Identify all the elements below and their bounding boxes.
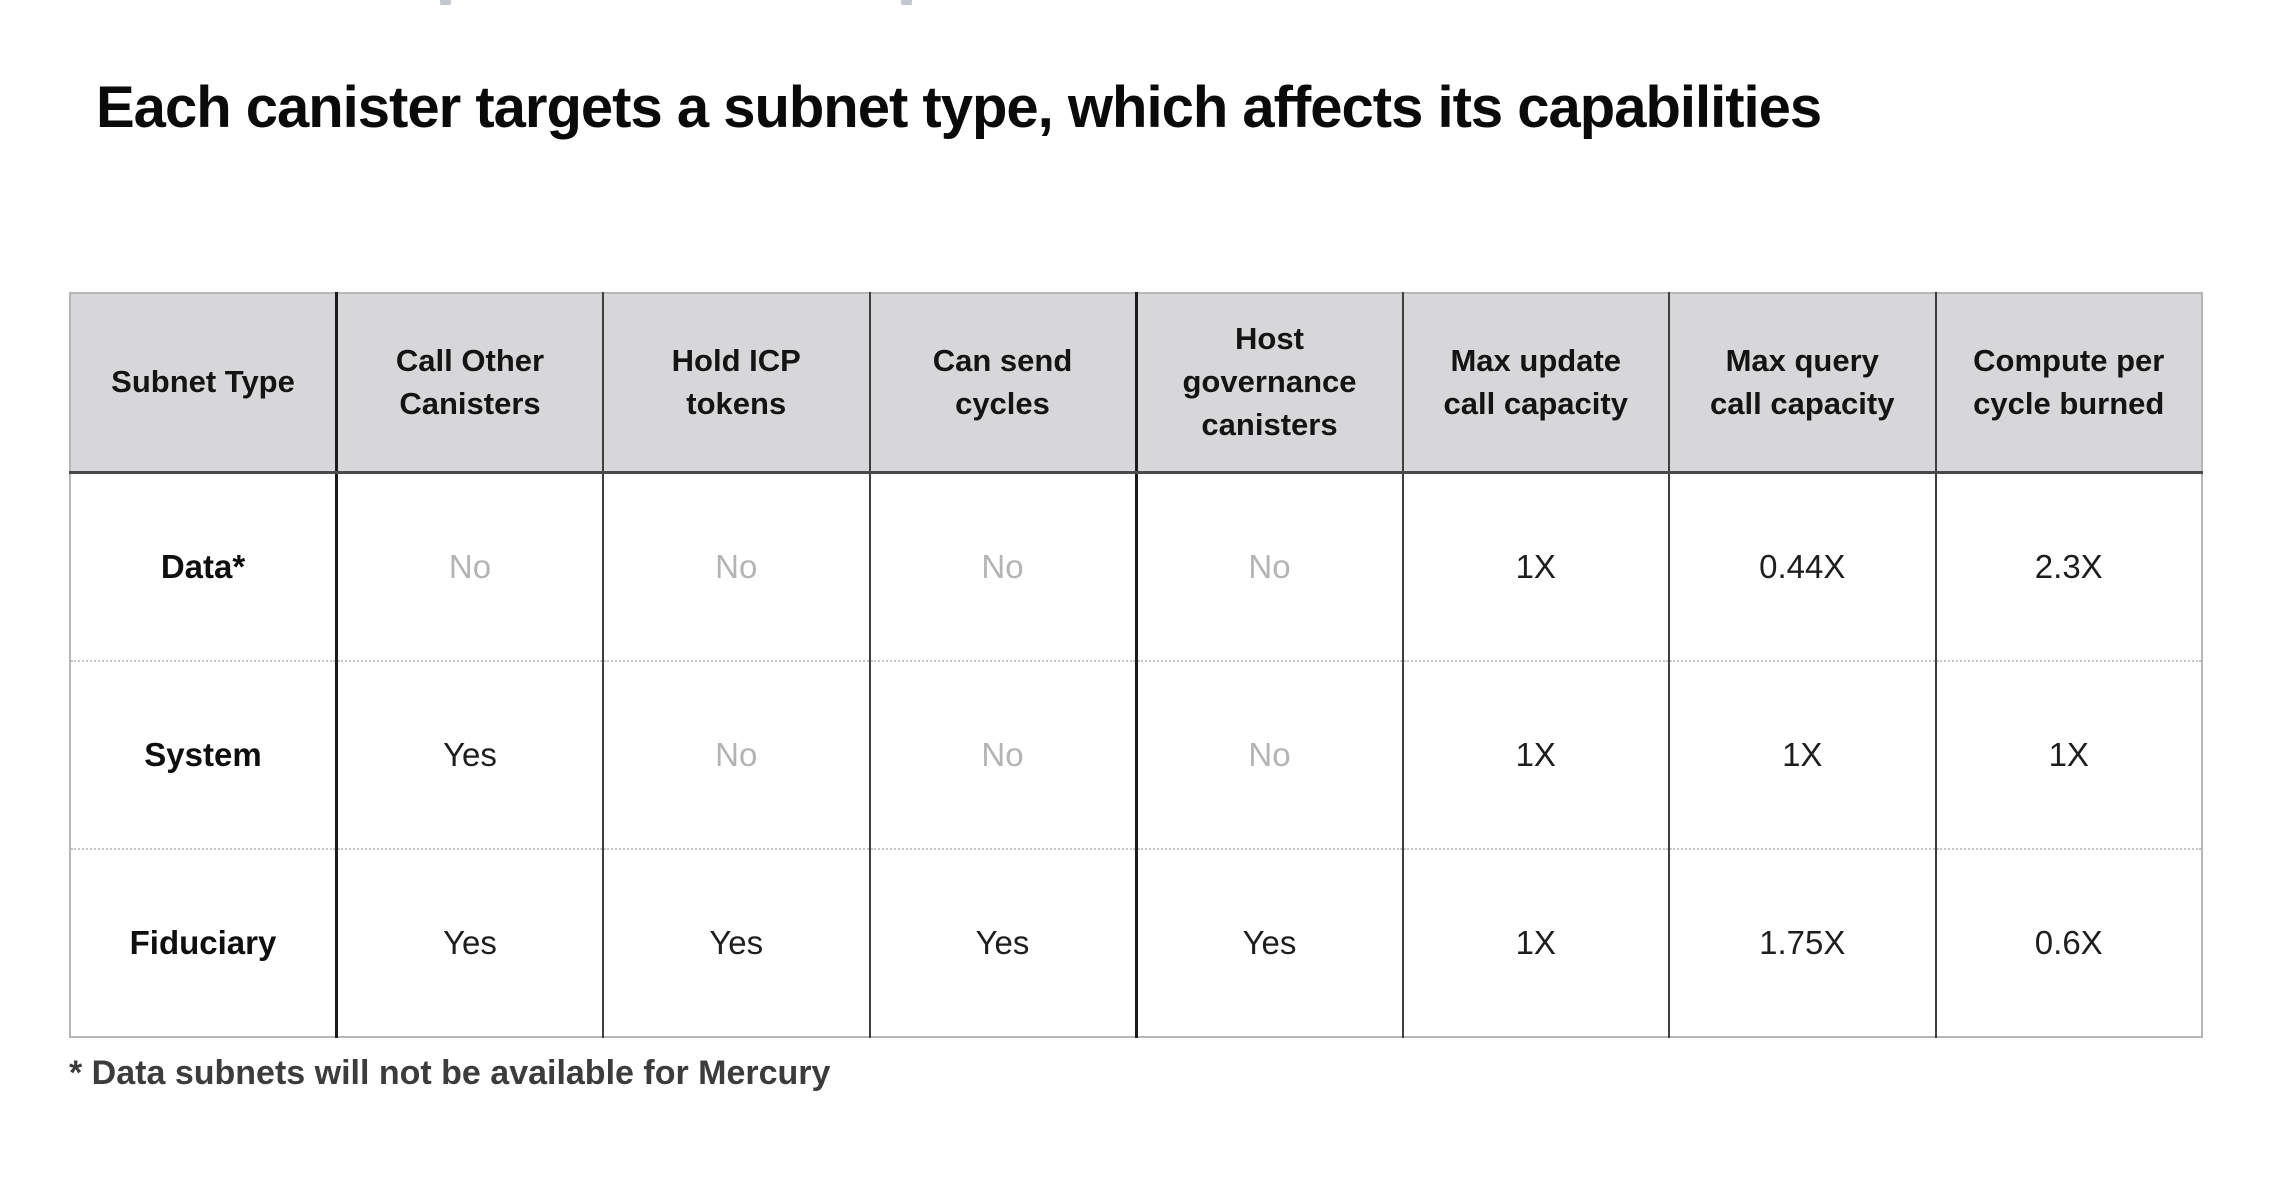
table-header: Subnet Type Call Other Canisters Hold IC… xyxy=(70,293,2202,474)
table-row-data: Data* No No No No 1X 0.44X 2.3X xyxy=(70,472,2202,661)
row-label-fiduciary: Fiduciary xyxy=(70,848,337,1037)
cell-data-call-other: No xyxy=(335,472,603,661)
row-label-data: Data* xyxy=(70,472,337,661)
column-header-call-other: Call Other Canisters xyxy=(335,293,603,474)
column-header-send-cycles: Can send cycles xyxy=(868,293,1136,474)
row-label-system: System xyxy=(70,660,337,849)
column-header-max-query: Max query call capacity xyxy=(1668,293,1936,474)
subnet-capabilities-table: Subnet Type Call Other Canisters Hold IC… xyxy=(69,292,2203,1038)
cell-system-max-query: 1X xyxy=(1668,660,1936,849)
cell-system-host-governance: No xyxy=(1134,660,1403,849)
clipped-artifact-mark xyxy=(901,0,912,5)
table-body: Data* No No No No 1X 0.44X 2.3X System Y… xyxy=(70,472,2202,1037)
column-header-max-update: Max update call capacity xyxy=(1401,293,1669,474)
table-row-fiduciary: Fiduciary Yes Yes Yes Yes 1X 1.75X 0.6X xyxy=(70,848,2202,1037)
cell-data-host-governance: No xyxy=(1134,472,1403,661)
column-header-compute-per-cycle: Compute per cycle burned xyxy=(1934,293,2202,474)
cell-system-compute-per-cycle: 1X xyxy=(1934,660,2202,849)
cell-data-hold-icp: No xyxy=(602,472,870,661)
cell-system-max-update: 1X xyxy=(1401,660,1669,849)
cell-fiduciary-max-query: 1.75X xyxy=(1668,848,1936,1037)
cell-system-send-cycles: No xyxy=(868,660,1136,849)
table-row-system: System Yes No No No 1X 1X 1X xyxy=(70,660,2202,849)
footnote: * Data subnets will not be available for… xyxy=(69,1054,831,1092)
cell-fiduciary-host-governance: Yes xyxy=(1134,848,1403,1037)
column-header-subnet-type: Subnet Type xyxy=(70,293,337,474)
clipped-artifact-mark xyxy=(440,0,451,5)
cell-data-send-cycles: No xyxy=(868,472,1136,661)
column-header-hold-icp: Hold ICP tokens xyxy=(602,293,870,474)
cell-fiduciary-call-other: Yes xyxy=(335,848,603,1037)
cell-data-max-query: 0.44X xyxy=(1668,472,1936,661)
cell-system-call-other: Yes xyxy=(335,660,603,849)
slide-title: Each canister targets a subnet type, whi… xyxy=(96,75,1822,140)
cell-fiduciary-compute-per-cycle: 0.6X xyxy=(1934,848,2202,1037)
cell-fiduciary-max-update: 1X xyxy=(1401,848,1669,1037)
cell-fiduciary-hold-icp: Yes xyxy=(602,848,870,1037)
header-row: Subnet Type Call Other Canisters Hold IC… xyxy=(70,293,2202,474)
cell-data-compute-per-cycle: 2.3X xyxy=(1934,472,2202,661)
cell-fiduciary-send-cycles: Yes xyxy=(868,848,1136,1037)
cell-data-max-update: 1X xyxy=(1401,472,1669,661)
cell-system-hold-icp: No xyxy=(602,660,870,849)
column-header-host-governance: Host governance canisters xyxy=(1134,293,1403,474)
